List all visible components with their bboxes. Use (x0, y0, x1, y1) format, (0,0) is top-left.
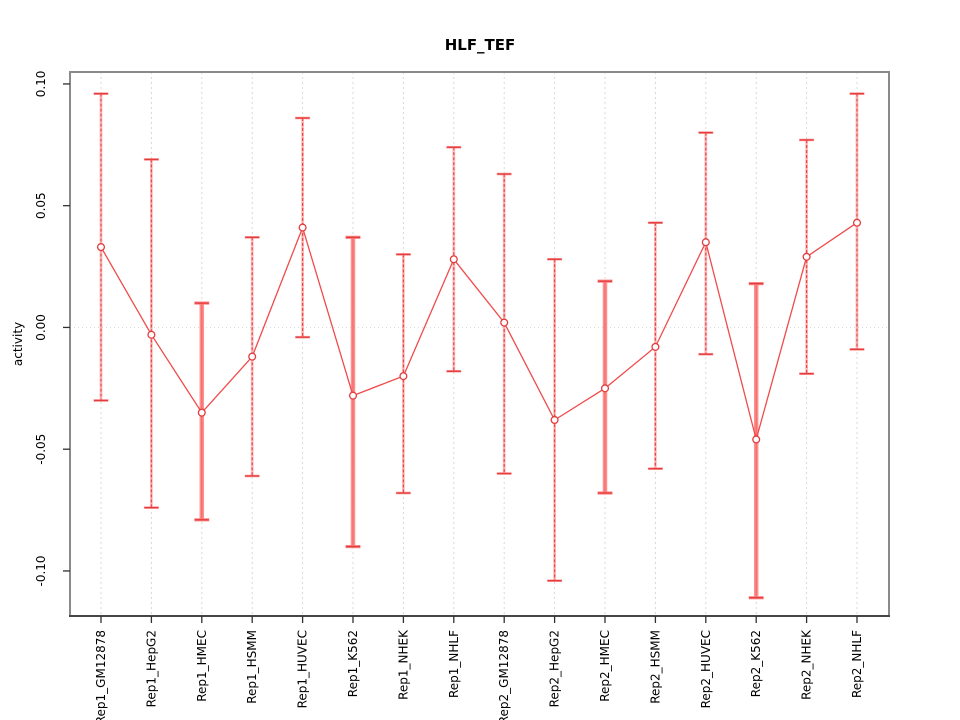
y-tick-label: 0.10 (34, 71, 48, 98)
data-point-marker (550, 415, 559, 425)
data-point-marker (852, 218, 862, 227)
data-point-marker (449, 255, 458, 264)
y-tick-label: 0.05 (34, 192, 48, 219)
x-tick-label: Rep1_NHEK (396, 629, 410, 700)
x-tick-label: Rep1_HMEC (195, 630, 209, 702)
x-tick-label: Rep2_HepG2 (548, 630, 562, 707)
data-point-markers (96, 218, 862, 444)
x-tick-label: Rep1_K562 (346, 630, 360, 697)
data-point-marker (651, 342, 660, 351)
y-tick-label: 0.00 (34, 314, 48, 341)
y-tick-label: -0.10 (34, 555, 48, 586)
x-tick-label: Rep1_NHLF (447, 630, 461, 698)
data-point-marker (96, 243, 106, 252)
x-tick-label: Rep1_HSMM (245, 630, 259, 704)
x-tick-label: Rep2_HUVEC (699, 630, 713, 708)
x-tick-label: Rep2_GM12878 (497, 630, 511, 720)
data-point-marker (802, 252, 811, 261)
x-tick-label: Rep1_HepG2 (144, 630, 158, 707)
x-tick-label: Rep1_GM12878 (94, 630, 108, 720)
data-point-marker (197, 408, 206, 417)
x-tick-labels: Rep1_GM12878 Rep1_HepG2 Rep1_HMEC Rep1_HSMM… (94, 629, 864, 720)
x-tick-label: Rep2_K562 (749, 630, 763, 697)
x-tick-label: Rep2_HSMM (648, 630, 662, 704)
data-point-marker (298, 223, 307, 232)
x-tick-label: Rep2_NHLF (850, 630, 864, 698)
axis-ticks (63, 83, 890, 623)
data-point-marker (147, 330, 156, 339)
data-point-marker (399, 372, 408, 381)
x-tick-label: Rep1_HUVEC (296, 630, 310, 708)
y-tick-labels: 0.10 0.05 0.00 -0.05 -0.10 (34, 71, 48, 587)
gridlines (70, 72, 889, 616)
data-point-marker (600, 384, 610, 393)
y-axis-label: activity (11, 322, 25, 366)
y-tick-label: -0.05 (34, 434, 48, 465)
series-line (100, 222, 858, 443)
x-tick-label: Rep2_HMEC (598, 630, 612, 702)
error-bars (93, 92, 865, 600)
plot-border (69, 71, 890, 617)
data-point-marker (752, 435, 761, 444)
x-tick-label: Rep2_NHEK (800, 629, 814, 700)
data-point-marker (348, 391, 358, 400)
chart-title: HLF_TEF (445, 36, 516, 54)
data-point-marker (248, 352, 257, 361)
data-point-marker (701, 238, 710, 247)
data-point-marker (500, 318, 509, 327)
